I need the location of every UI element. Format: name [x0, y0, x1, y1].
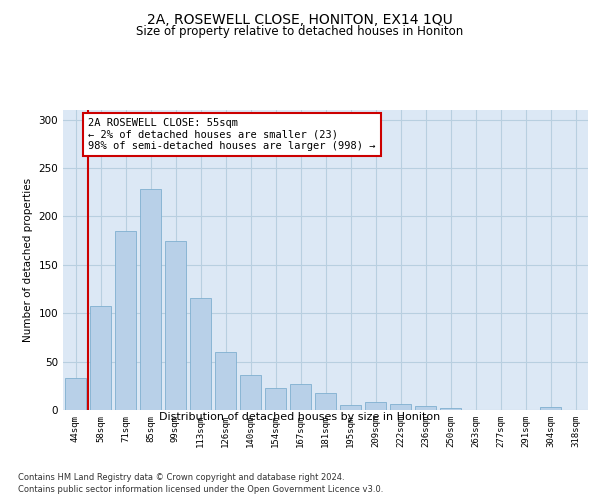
Bar — [65, 378, 86, 410]
Bar — [365, 402, 386, 410]
Bar — [415, 406, 436, 410]
Text: Size of property relative to detached houses in Honiton: Size of property relative to detached ho… — [136, 25, 464, 38]
Bar — [315, 392, 336, 410]
Bar — [340, 405, 361, 410]
Bar — [265, 388, 286, 410]
Bar — [215, 352, 236, 410]
Bar — [190, 298, 211, 410]
Bar — [540, 407, 561, 410]
Bar — [240, 375, 261, 410]
Text: Distribution of detached houses by size in Honiton: Distribution of detached houses by size … — [160, 412, 440, 422]
Bar — [440, 408, 461, 410]
Bar — [90, 306, 111, 410]
Bar — [140, 190, 161, 410]
Bar — [290, 384, 311, 410]
Bar — [165, 240, 186, 410]
Text: 2A, ROSEWELL CLOSE, HONITON, EX14 1QU: 2A, ROSEWELL CLOSE, HONITON, EX14 1QU — [147, 12, 453, 26]
Y-axis label: Number of detached properties: Number of detached properties — [23, 178, 33, 342]
Text: Contains public sector information licensed under the Open Government Licence v3: Contains public sector information licen… — [18, 485, 383, 494]
Text: Contains HM Land Registry data © Crown copyright and database right 2024.: Contains HM Land Registry data © Crown c… — [18, 472, 344, 482]
Bar — [390, 404, 411, 410]
Bar — [115, 231, 136, 410]
Text: 2A ROSEWELL CLOSE: 55sqm
← 2% of detached houses are smaller (23)
98% of semi-de: 2A ROSEWELL CLOSE: 55sqm ← 2% of detache… — [88, 118, 376, 151]
